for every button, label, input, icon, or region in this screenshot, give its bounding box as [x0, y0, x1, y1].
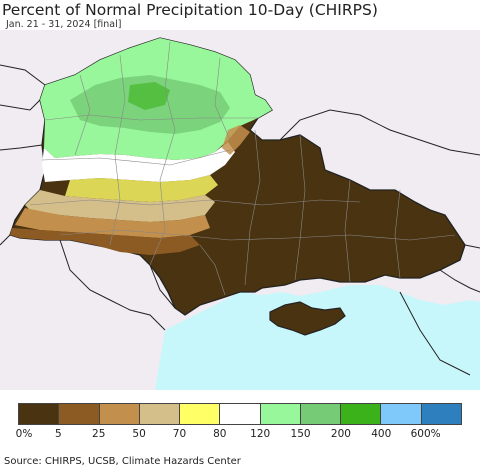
- legend-swatch-10: [421, 404, 461, 424]
- legend-swatch-6: [260, 404, 301, 424]
- legend-tick-label: 120: [250, 428, 271, 440]
- map-subtitle: Jan. 21 - 31, 2024 [final]: [6, 19, 122, 30]
- legend-swatch-0: [19, 404, 60, 424]
- map-title: Percent of Normal Precipitation 10-Day (…: [2, 1, 378, 19]
- transition-tan: [25, 190, 215, 222]
- source-credit: Source: CHIRPS, UCSB, Climate Hazards Ce…: [4, 456, 241, 467]
- legend-swatch-3: [139, 404, 181, 424]
- legend-swatch-9: [381, 404, 422, 424]
- crimea: [269, 301, 346, 336]
- transition-brown: [10, 228, 200, 255]
- legend-tick-label: 70: [172, 428, 187, 440]
- legend-tick-label: 600%: [410, 428, 441, 440]
- legend-tick-label: 25: [92, 428, 106, 440]
- legend-tick-label: 80: [213, 428, 227, 440]
- legend-tick-label: 200: [330, 428, 351, 440]
- transition-light-brown: [15, 208, 210, 238]
- legend-swatch-4: [180, 404, 221, 424]
- legend-tick-label: 400: [371, 428, 392, 440]
- legend-tick-label: 5: [55, 428, 62, 440]
- black-sea: [155, 285, 480, 390]
- legend-tick-labels: 0% 5 25 50 70 80 120 150 200 400 600%: [0, 428, 480, 442]
- admin-borders: [29, 41, 456, 296]
- legend-tick-label: 50: [132, 428, 146, 440]
- north-east-tan-strip: [222, 125, 250, 155]
- legend-swatch-8: [341, 404, 382, 424]
- legend-swatch-5: [220, 404, 261, 424]
- legend-swatch-2: [99, 404, 140, 424]
- transition-yellow: [65, 175, 218, 202]
- legend-swatch-7: [300, 404, 342, 424]
- neighbour-borders: [0, 64, 480, 376]
- legend-tick-label: 0%: [15, 428, 33, 440]
- color-legend: [18, 403, 462, 425]
- precipitation-map: [0, 30, 480, 390]
- wet-patch-deep-green: [128, 82, 170, 110]
- legend-swatch-1: [59, 404, 100, 424]
- legend-tick-label: 150: [290, 428, 311, 440]
